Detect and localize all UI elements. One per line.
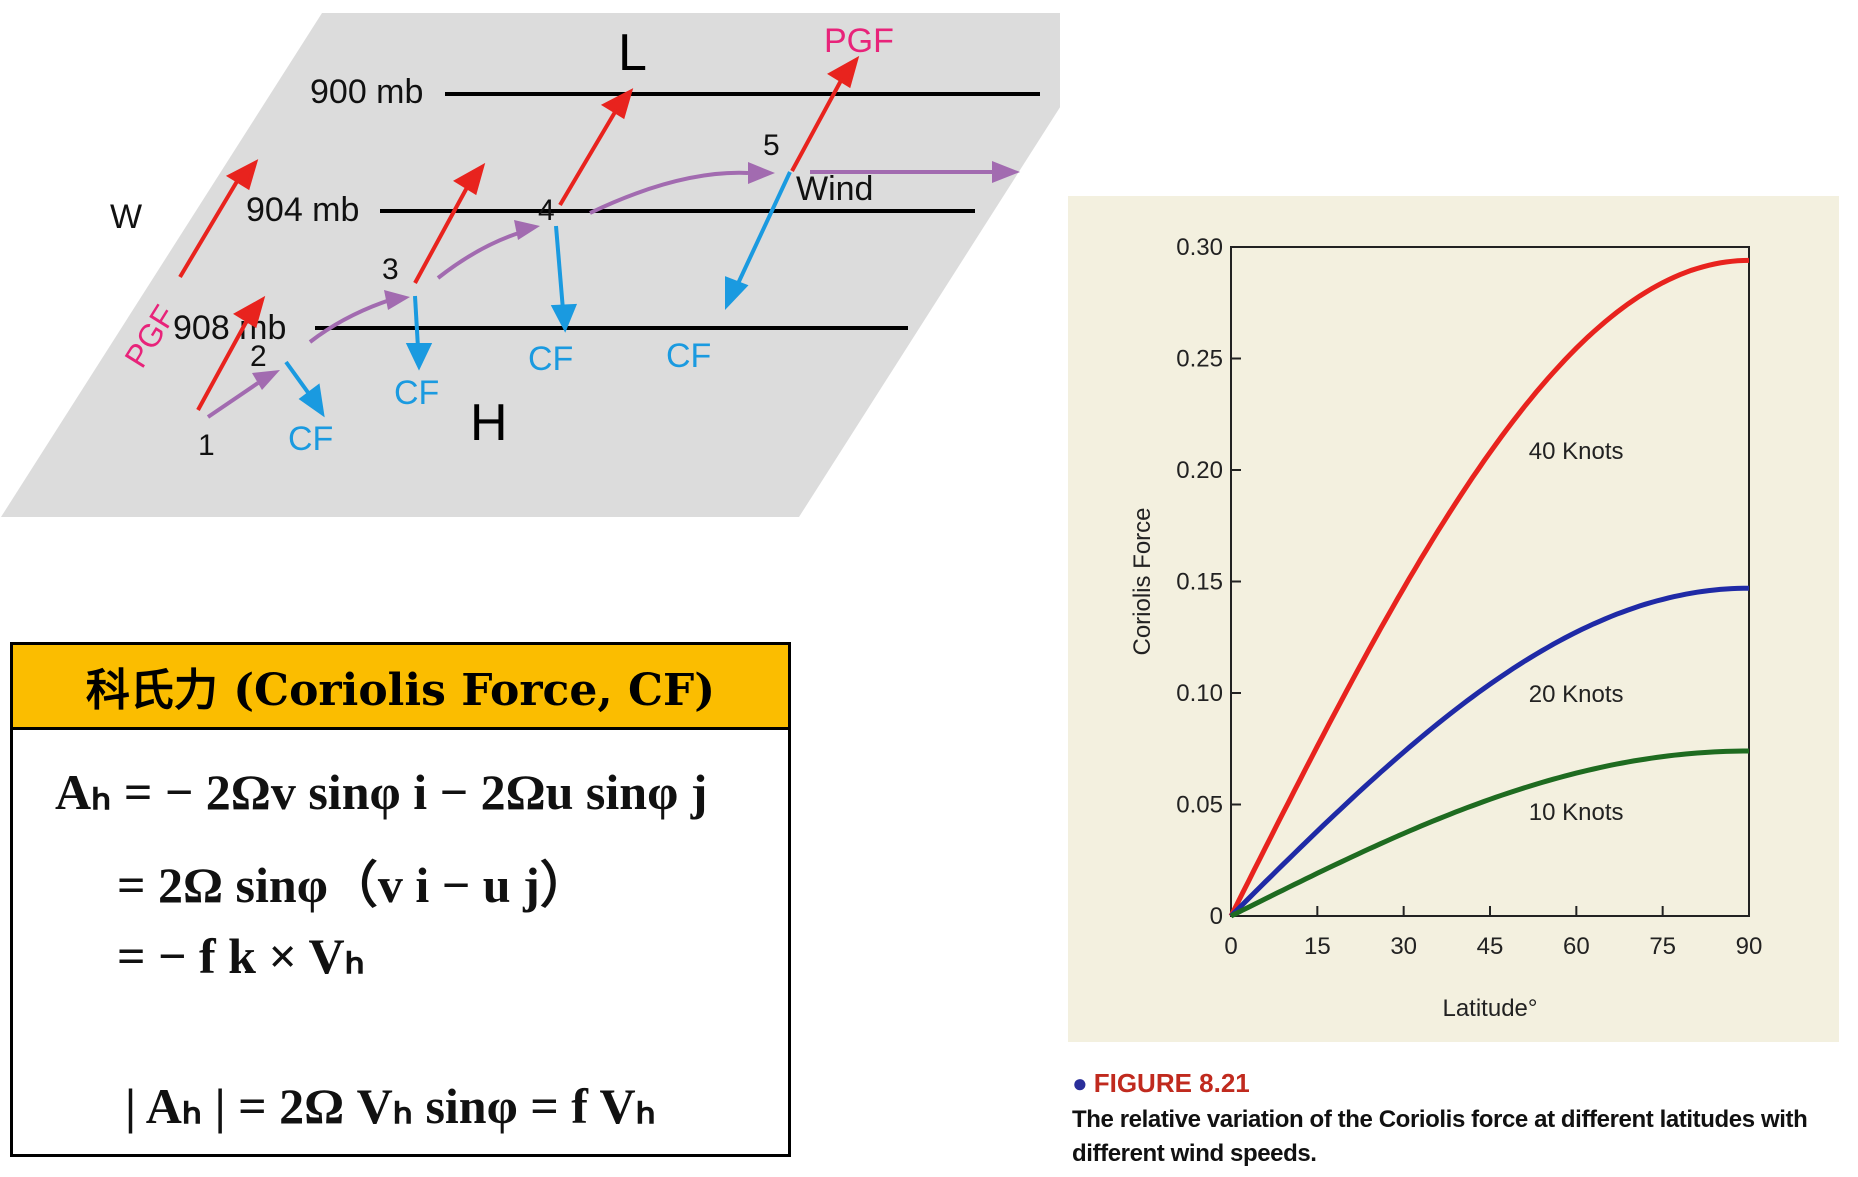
point-4-label: 4 <box>538 194 555 227</box>
cf-label-5: CF <box>666 337 711 375</box>
point-2-label: 2 <box>250 340 267 373</box>
cf-label-2: CF <box>288 420 333 458</box>
series-line <box>1229 748 1749 919</box>
y-tick-label: 0.20 <box>1176 457 1223 484</box>
formula-line-3: = − f k × Vₕ <box>117 928 365 984</box>
high-pressure-label: H <box>470 394 508 452</box>
west-label: W <box>110 198 142 236</box>
x-axis-label: Latitude° <box>1442 995 1537 1022</box>
formula-box-title: 科氏力 (Coriolis Force, CF) <box>13 645 788 730</box>
figure-number: FIGURE 8.21 <box>1093 1068 1250 1098</box>
plot-frame <box>1230 246 1750 917</box>
y-tick-label: 0.25 <box>1176 346 1223 373</box>
x-tick-label: 60 <box>1563 933 1590 960</box>
wind-arrowheads <box>252 161 1020 390</box>
figure-caption-title: ● FIGURE 8.21 <box>1072 1068 1250 1099</box>
y-tick-label: 0.10 <box>1176 680 1223 707</box>
x-tick-label: 75 <box>1649 933 1676 960</box>
wind-path <box>206 170 995 419</box>
series-label: 40 Knots <box>1529 438 1624 465</box>
geostrophic-adjustment-diagram: 900 mb 904 mb 908 mb L H W PGF PGF Wind <box>1 13 1060 517</box>
cf-arrows <box>284 171 792 418</box>
series-label: 10 Knots <box>1529 799 1624 826</box>
isobar-900-label: 900 mb <box>310 73 423 111</box>
y-tick-label: 0 <box>1210 903 1223 930</box>
y-tick-label: 0.15 <box>1176 569 1223 596</box>
formula-line-1: Aₕ = − 2Ωv sinφ i − 2Ωu sinφ j <box>55 764 708 820</box>
x-tick-label: 0 <box>1224 933 1237 960</box>
x-tick-label: 15 <box>1304 933 1331 960</box>
x-tick-label: 45 <box>1477 933 1504 960</box>
isobar-904-label: 904 mb <box>246 191 359 229</box>
point-5-label: 5 <box>763 129 780 162</box>
low-pressure-label: L <box>618 24 647 82</box>
formula-line-4: | Aₕ | = 2Ω Vₕ sinφ = f Vₕ <box>125 1078 656 1134</box>
y-axis-label: Coriolis Force <box>1129 507 1156 655</box>
pressure-plane <box>1 13 1060 517</box>
point-1-label: 1 <box>198 429 215 462</box>
cf-label-3: CF <box>394 374 439 412</box>
series-line <box>1228 257 1750 918</box>
coriolis-formula-box: 科氏力 (Coriolis Force, CF) Aₕ = − 2Ωv sinφ… <box>10 642 791 1157</box>
isobar-908-label: 908 mb <box>173 309 286 347</box>
series-line <box>1229 585 1749 918</box>
pgf-arrows <box>178 55 860 411</box>
point-3-label: 3 <box>382 253 399 286</box>
figure-caption-text: The relative variation of the Coriolis f… <box>1072 1106 1808 1167</box>
x-tick-label: 90 <box>1736 933 1763 960</box>
pgf-top-label: PGF <box>824 22 894 60</box>
wind-label: Wind <box>796 170 873 208</box>
y-tick-label: 0.05 <box>1176 792 1223 819</box>
y-tick-label: 0.30 <box>1176 234 1223 261</box>
cf-label-4: CF <box>528 340 573 378</box>
figure-panel <box>1068 196 1839 1042</box>
x-tick-label: 30 <box>1390 933 1417 960</box>
caption-bullet-icon: ● <box>1072 1068 1088 1098</box>
series-label: 20 Knots <box>1529 681 1624 708</box>
formula-line-2: = 2Ω sinφ（v i − u j） <box>117 857 590 913</box>
